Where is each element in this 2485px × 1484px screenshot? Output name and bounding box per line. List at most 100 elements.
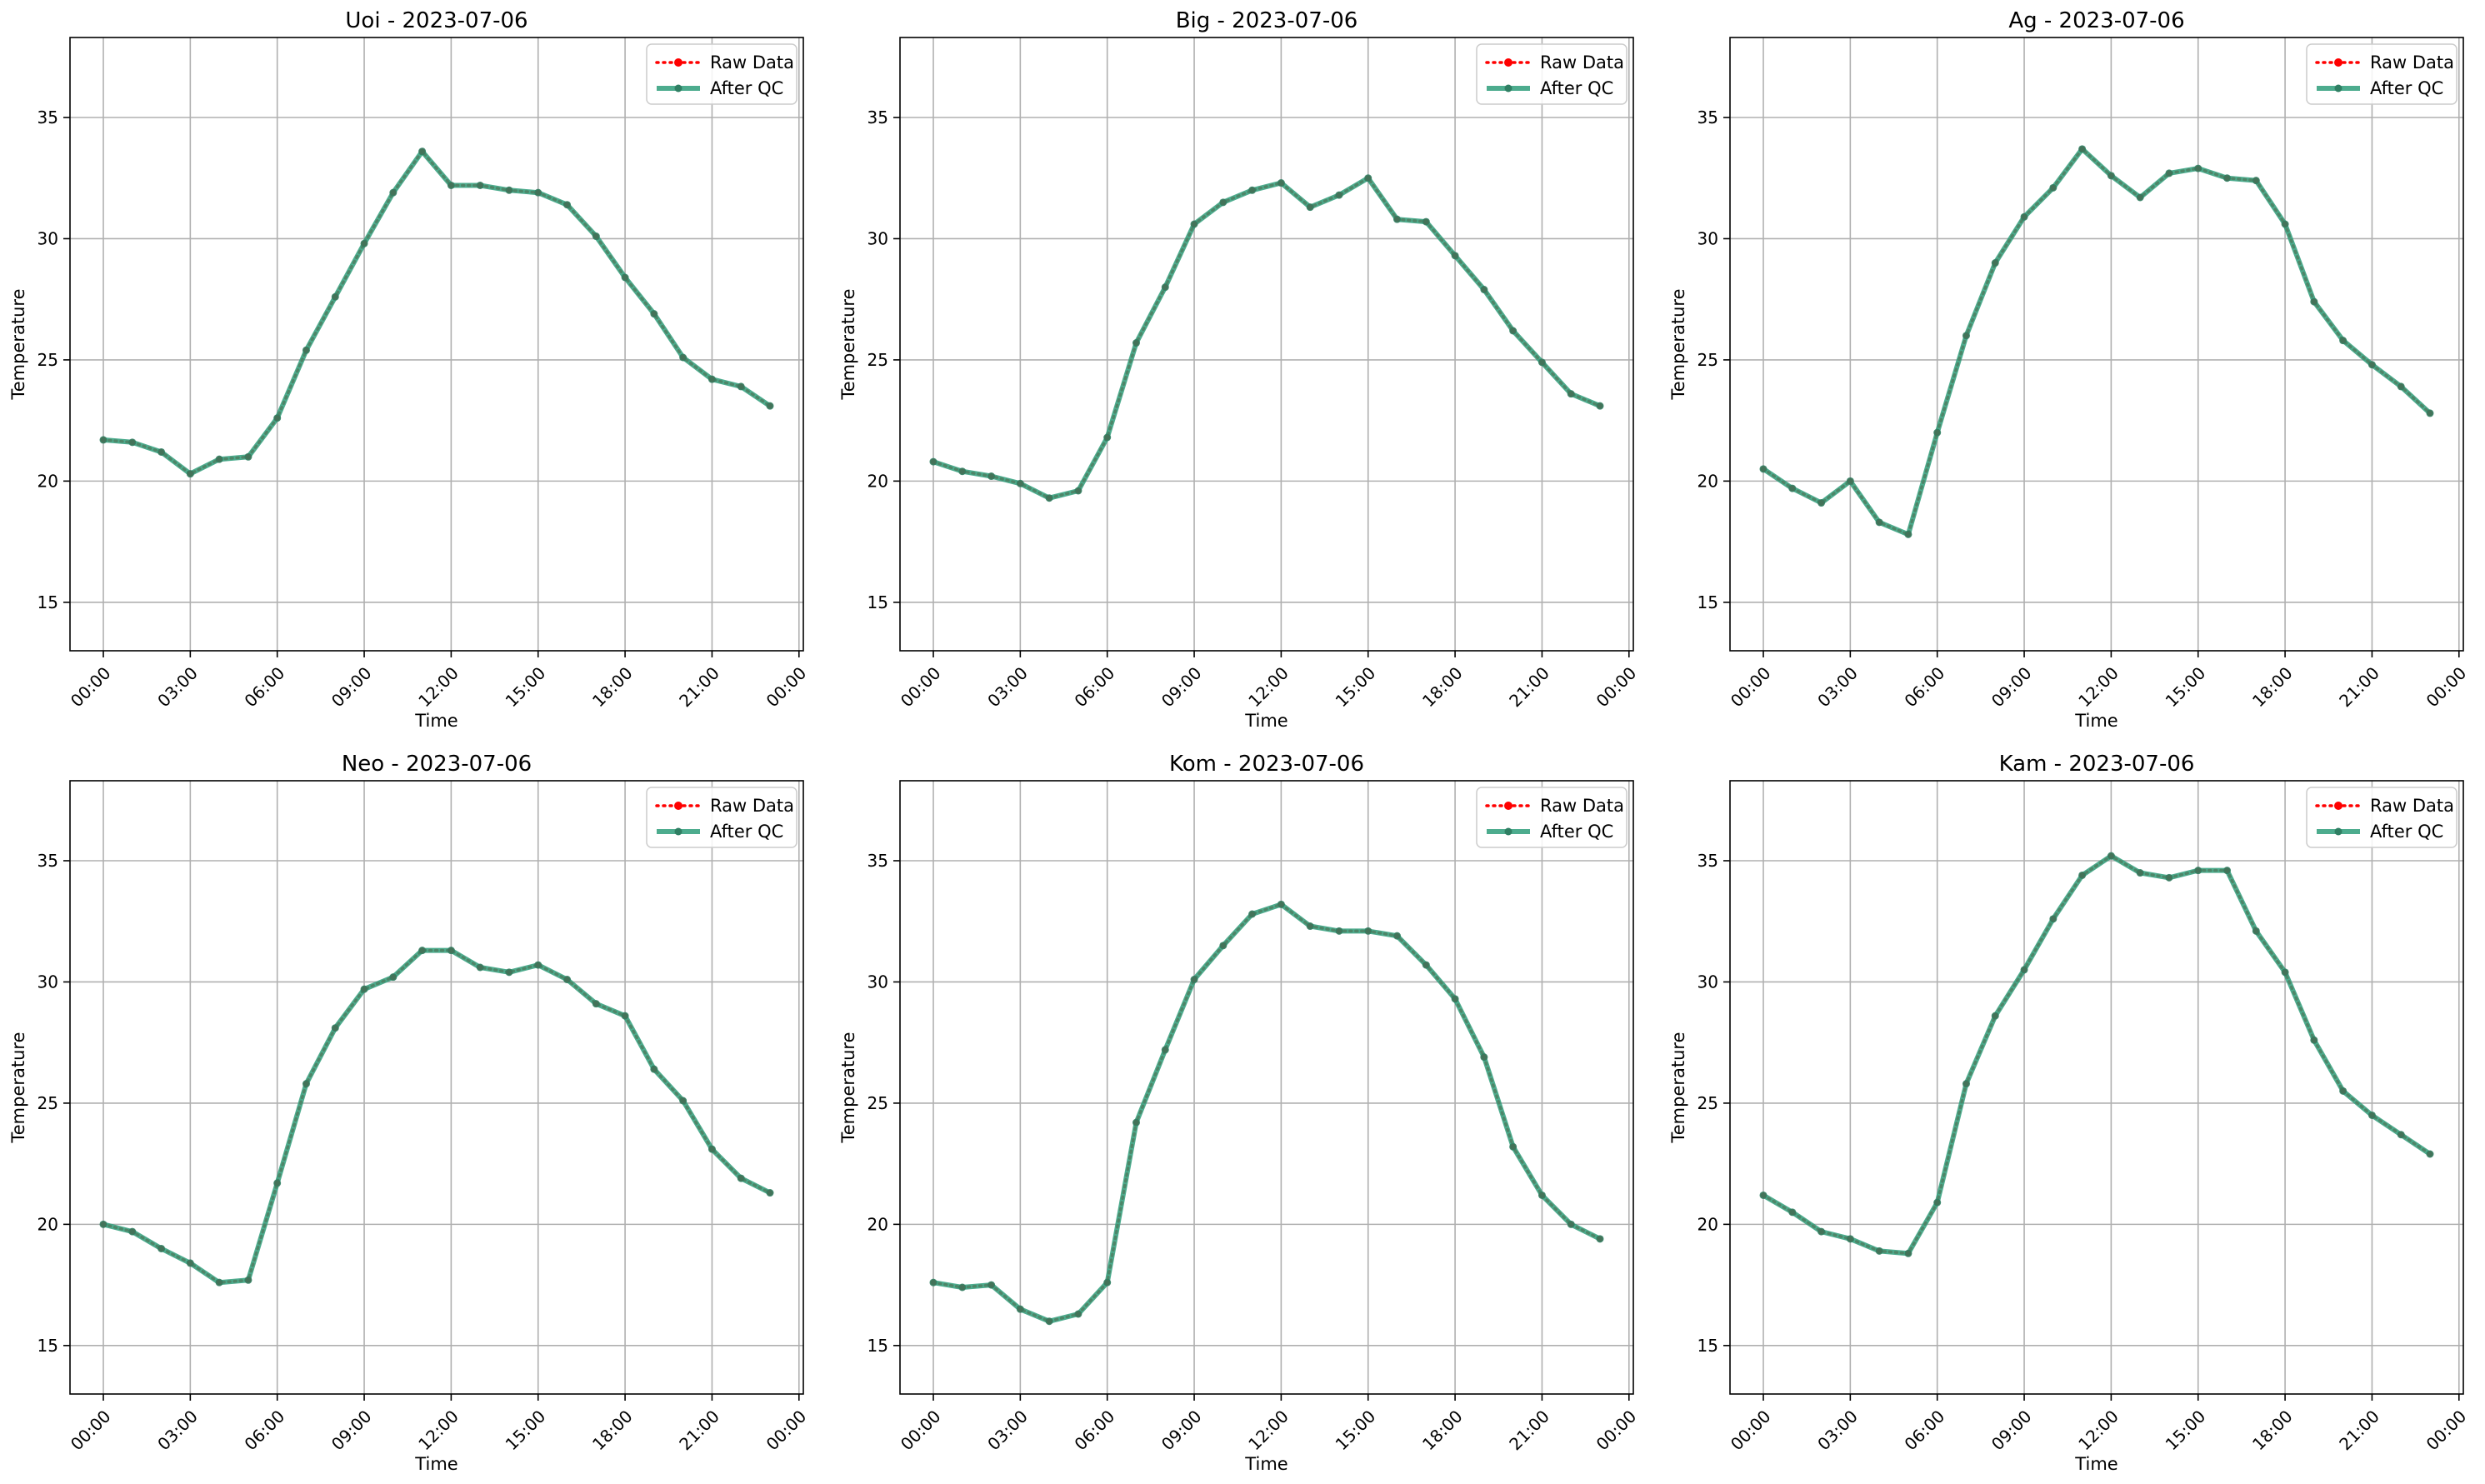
after-qc-point xyxy=(1422,217,1430,226)
legend-label: Raw Data xyxy=(2370,796,2454,816)
y-tick-label: 25 xyxy=(868,350,888,370)
after-qc-point xyxy=(1422,961,1430,969)
after-qc-point xyxy=(2136,869,2144,877)
legend: Raw Data After QC xyxy=(2306,787,2458,848)
x-tick-label: 09:00 xyxy=(1158,1407,1206,1455)
after-qc-point xyxy=(708,1145,716,1153)
after-qc-point xyxy=(2339,337,2348,345)
legend-marker-after-qc xyxy=(674,84,682,92)
legend-label: Raw Data xyxy=(710,52,794,72)
x-tick-label: 15:00 xyxy=(502,1407,550,1455)
x-tick-label: 06:00 xyxy=(241,1407,289,1455)
after-qc-point xyxy=(2252,177,2260,185)
legend-label: After QC xyxy=(2370,822,2443,842)
legend-marker-raw-data xyxy=(674,58,682,67)
axes-frame xyxy=(899,780,1634,1395)
x-tick-label: 12:00 xyxy=(1244,1407,1292,1455)
after-qc-point xyxy=(128,1227,137,1236)
after-qc-point xyxy=(2020,212,2028,221)
after-qc-point xyxy=(1277,179,1285,187)
x-tick-label: 15:00 xyxy=(502,663,550,712)
after-qc-point xyxy=(2281,968,2289,977)
x-tick-label: 12:00 xyxy=(1244,663,1292,712)
after-qc-point xyxy=(1016,479,1024,487)
after-qc-point xyxy=(2049,183,2058,192)
after-qc-point xyxy=(186,470,194,478)
legend: Raw Data After QC xyxy=(1476,787,1628,848)
after-qc-point xyxy=(1480,286,1488,294)
y-tick-label: 35 xyxy=(1698,851,1718,871)
y-tick-label: 30 xyxy=(1698,228,1718,248)
after-qc-point xyxy=(737,1174,745,1182)
chart-title: Kom - 2023-07-06 xyxy=(1169,752,1364,777)
after-qc-point xyxy=(1759,1191,1768,1199)
x-tick-label: 03:00 xyxy=(983,1407,1032,1455)
x-tick-label: 18:00 xyxy=(2248,1407,2297,1455)
x-tick-label: 12:00 xyxy=(414,1407,462,1455)
after-qc-point xyxy=(1759,465,1768,473)
legend-marker-raw-data xyxy=(1504,58,1512,67)
chart-panel-1: 15 20 25 30 35 00:00 03:00 06:00 09:00 12:00 15:00… xyxy=(8,8,810,731)
after-qc-point xyxy=(621,1012,629,1020)
y-tick-label: 15 xyxy=(1698,592,1718,612)
after-qc-point xyxy=(1480,1053,1488,1062)
after-qc-point xyxy=(929,457,938,466)
after-qc-point xyxy=(1991,259,1999,267)
x-tick-label: 18:00 xyxy=(1418,1407,1467,1455)
y-tick-label: 15 xyxy=(38,592,58,612)
after-qc-point xyxy=(1509,327,1518,335)
after-qc-point xyxy=(1875,518,1883,527)
after-qc-point xyxy=(1103,433,1112,442)
after-qc-point xyxy=(2310,297,2318,306)
y-tick-label: 15 xyxy=(868,592,888,612)
after-qc-point xyxy=(958,1283,967,1292)
after-qc-point xyxy=(2049,915,2058,923)
after-qc-point xyxy=(1846,477,1854,485)
after-qc-point xyxy=(1818,1227,1826,1236)
x-axis-label: Time xyxy=(414,711,458,731)
after-qc-point xyxy=(1538,1191,1546,1199)
after-qc-point xyxy=(2426,1150,2434,1158)
after-qc-point xyxy=(273,414,282,422)
y-tick-label: 35 xyxy=(38,107,58,127)
x-axis-label: Time xyxy=(414,1454,458,1474)
after-qc-point xyxy=(1074,1310,1082,1318)
after-qc-point xyxy=(766,402,774,410)
after-qc-point xyxy=(1335,927,1343,935)
after-qc-point xyxy=(2020,966,2028,974)
y-tick-label: 30 xyxy=(1698,972,1718,992)
after-qc-point xyxy=(2165,169,2173,177)
y-tick-label: 25 xyxy=(868,1093,888,1113)
legend-label: Raw Data xyxy=(1540,796,1624,816)
x-tick-label: 18:00 xyxy=(1418,663,1467,712)
y-tick-label: 20 xyxy=(38,471,58,491)
x-axis-label: Time xyxy=(1244,711,1288,731)
x-tick-label: 06:00 xyxy=(241,663,289,712)
x-tick-label: 12:00 xyxy=(2074,663,2122,712)
legend-marker-after-qc xyxy=(2334,84,2342,92)
after-qc-point xyxy=(1596,402,1604,410)
series-line-raw-data xyxy=(102,948,772,1284)
y-tick-label: 35 xyxy=(1698,107,1718,127)
after-qc-point xyxy=(1451,252,1459,260)
after-qc-point xyxy=(1904,1249,1912,1257)
after-qc-point xyxy=(650,1065,658,1073)
after-qc-point xyxy=(418,947,427,955)
after-qc-point xyxy=(447,947,455,955)
series-line-raw-data xyxy=(932,176,1602,500)
chart-panel-4: 15 20 25 30 35 00:00 03:00 06:00 09:00 12:00 15:00… xyxy=(8,752,810,1474)
legend: Raw Data After QC xyxy=(1476,43,1628,105)
after-qc-point xyxy=(244,452,252,461)
series-line-after-qc xyxy=(1762,146,2432,537)
after-qc-point xyxy=(2368,361,2376,369)
axes-frame xyxy=(69,37,804,652)
legend-label: After QC xyxy=(710,78,783,98)
legend: Raw Data After QC xyxy=(646,43,798,105)
after-qc-point xyxy=(2339,1087,2348,1095)
after-qc-point xyxy=(186,1259,194,1267)
after-qc-point xyxy=(1161,283,1169,292)
after-qc-point xyxy=(476,181,484,189)
after-qc-point xyxy=(592,1000,600,1008)
after-qc-point xyxy=(1074,487,1082,495)
after-qc-point xyxy=(1190,220,1198,228)
